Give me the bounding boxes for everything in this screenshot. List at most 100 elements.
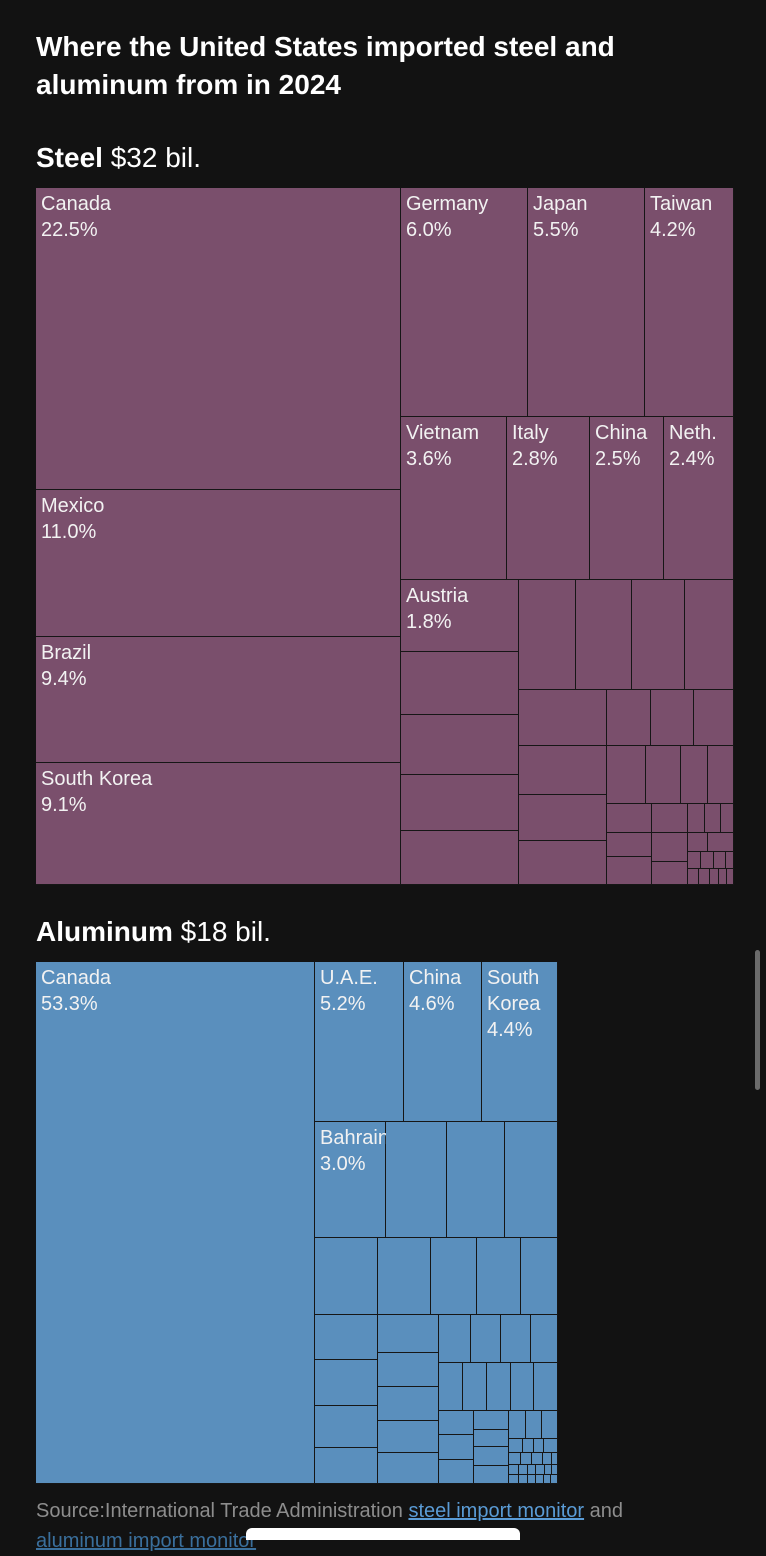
aluminum-cell-unlabeled (509, 1475, 519, 1484)
aluminum-cell-south-korea: South Korea 4.4% (482, 962, 558, 1122)
steel-cell-unlabeled (699, 869, 710, 885)
aluminum-cell-unlabeled (474, 1447, 509, 1466)
steel-cell-label: Italy 2.8% (512, 420, 558, 472)
steel-cell-italy: Italy 2.8% (507, 417, 590, 580)
steel-cell-unlabeled (726, 852, 734, 869)
steel-cell-unlabeled (681, 746, 708, 804)
steel-cell-unlabeled (519, 580, 576, 690)
steel-cell-unlabeled (719, 869, 727, 885)
aluminum-country-name: South Korea (487, 967, 541, 1015)
steel-cell-unlabeled (401, 715, 519, 775)
aluminum-total: $18 bil. (180, 916, 271, 947)
steel-country-name: Neth. (669, 422, 717, 444)
aluminum-cell-unlabeled (378, 1238, 431, 1315)
steel-cell-unlabeled (721, 804, 734, 833)
aluminum-cell-unlabeled (378, 1387, 439, 1421)
aluminum-cell-unlabeled (439, 1315, 471, 1363)
steel-cell-unlabeled (685, 580, 734, 690)
aluminum-share-value: 5.2% (320, 993, 366, 1015)
steel-cell-unlabeled (727, 869, 734, 885)
aluminum-cell-unlabeled (315, 1315, 378, 1360)
steel-cell-unlabeled (607, 857, 652, 885)
aluminum-cell-u-a-e: U.A.E. 5.2% (315, 962, 404, 1122)
steel-import-monitor-link[interactable]: steel import monitor (408, 1500, 585, 1522)
steel-cell-unlabeled (519, 795, 607, 841)
steel-cell-unlabeled (519, 690, 607, 746)
aluminum-share-value: 53.3% (41, 993, 98, 1015)
aluminum-cell-unlabeled (474, 1411, 509, 1430)
aluminum-header: Aluminum $18 bil. (36, 915, 271, 949)
steel-share-value: 1.8% (406, 611, 452, 633)
steel-cell-label: Japan 5.5% (533, 191, 588, 243)
aluminum-cell-unlabeled (474, 1466, 509, 1484)
aluminum-cell-bahrain: Bahrain 3.0% (315, 1122, 389, 1238)
aluminum-cell-unlabeled (534, 1363, 558, 1411)
steel-cell-unlabeled (401, 831, 519, 885)
steel-country-name: Mexico (41, 495, 105, 517)
aluminum-cell-unlabeled (519, 1475, 528, 1484)
steel-cell-south-korea: South Korea 9.1% (36, 763, 401, 885)
steel-share-value: 2.5% (595, 448, 641, 470)
aluminum-cell-unlabeled (519, 1465, 528, 1475)
aluminum-cell-unlabeled (315, 1238, 378, 1315)
aluminum-cell-unlabeled (315, 1360, 378, 1406)
aluminum-cell-unlabeled (463, 1363, 487, 1411)
aluminum-cell-unlabeled (378, 1421, 439, 1453)
aluminum-country-name: Canada (41, 967, 112, 989)
steel-cell-unlabeled (576, 580, 632, 690)
aluminum-cell-unlabeled (509, 1453, 521, 1465)
aluminum-cell-unlabeled (487, 1363, 511, 1411)
aluminum-cell-label: U.A.E. 5.2% (320, 965, 378, 1017)
aluminum-cell-unlabeled (536, 1465, 545, 1475)
aluminum-cell-unlabeled (528, 1475, 536, 1484)
steel-total: $32 bil. (110, 142, 202, 173)
steel-cell-unlabeled (519, 841, 607, 885)
aluminum-cell-unlabeled (439, 1460, 474, 1484)
steel-share-value: 22.5% (41, 219, 98, 241)
steel-cell-label: Neth. 2.4% (669, 420, 717, 472)
aluminum-cell-unlabeled (501, 1315, 531, 1363)
steel-cell-label: South Korea 9.1% (41, 766, 152, 818)
steel-cell-unlabeled (652, 833, 688, 862)
steel-label: Steel (36, 142, 103, 173)
aluminum-cell-unlabeled (523, 1439, 534, 1453)
steel-cell-unlabeled (694, 690, 734, 746)
steel-share-value: 9.4% (41, 668, 87, 690)
steel-cell-unlabeled (607, 690, 651, 746)
steel-cell-label: Canada 22.5% (41, 191, 111, 243)
steel-cell-label: Mexico 11.0% (41, 493, 104, 545)
steel-cell-unlabeled (401, 775, 519, 831)
steel-cell-japan: Japan 5.5% (528, 188, 645, 417)
steel-cell-unlabeled (710, 869, 719, 885)
steel-share-value: 5.5% (533, 219, 579, 241)
aluminum-cell-label: Bahrain 3.0% (320, 1125, 389, 1177)
aluminum-cell-unlabeled (509, 1439, 523, 1453)
aluminum-country-name: China (409, 967, 462, 989)
aluminum-cell-unlabeled (315, 1406, 378, 1448)
steel-share-value: 6.0% (406, 219, 452, 241)
steel-country-name: Japan (533, 193, 588, 215)
aluminum-cell-unlabeled (471, 1315, 501, 1363)
steel-cell-unlabeled (688, 869, 699, 885)
aluminum-cell-unlabeled (532, 1453, 543, 1465)
steel-share-value: 3.6% (406, 448, 452, 470)
steel-cell-brazil: Brazil 9.4% (36, 637, 401, 763)
aluminum-cell-unlabeled (552, 1453, 558, 1465)
aluminum-cell-unlabeled (509, 1411, 526, 1439)
steel-share-value: 4.2% (650, 219, 696, 241)
steel-cell-unlabeled (688, 852, 701, 869)
steel-cell-china: China 2.5% (590, 417, 664, 580)
aluminum-cell-unlabeled (511, 1363, 534, 1411)
scrollbar[interactable] (755, 950, 760, 1090)
steel-cell-label: China 2.5% (595, 420, 647, 472)
bottom-sheet-handle (246, 1528, 520, 1540)
steel-cell-label: Taiwan 4.2% (650, 191, 712, 243)
aluminum-cell-china: China 4.6% (404, 962, 482, 1122)
source-mid: and (584, 1500, 623, 1522)
steel-cell-unlabeled (688, 804, 705, 833)
aluminum-cell-unlabeled (509, 1465, 519, 1475)
steel-country-name: Canada (41, 193, 112, 215)
steel-cell-unlabeled (708, 833, 734, 852)
steel-country-name: Vietnam (406, 422, 480, 444)
aluminum-cell-unlabeled (551, 1475, 558, 1484)
